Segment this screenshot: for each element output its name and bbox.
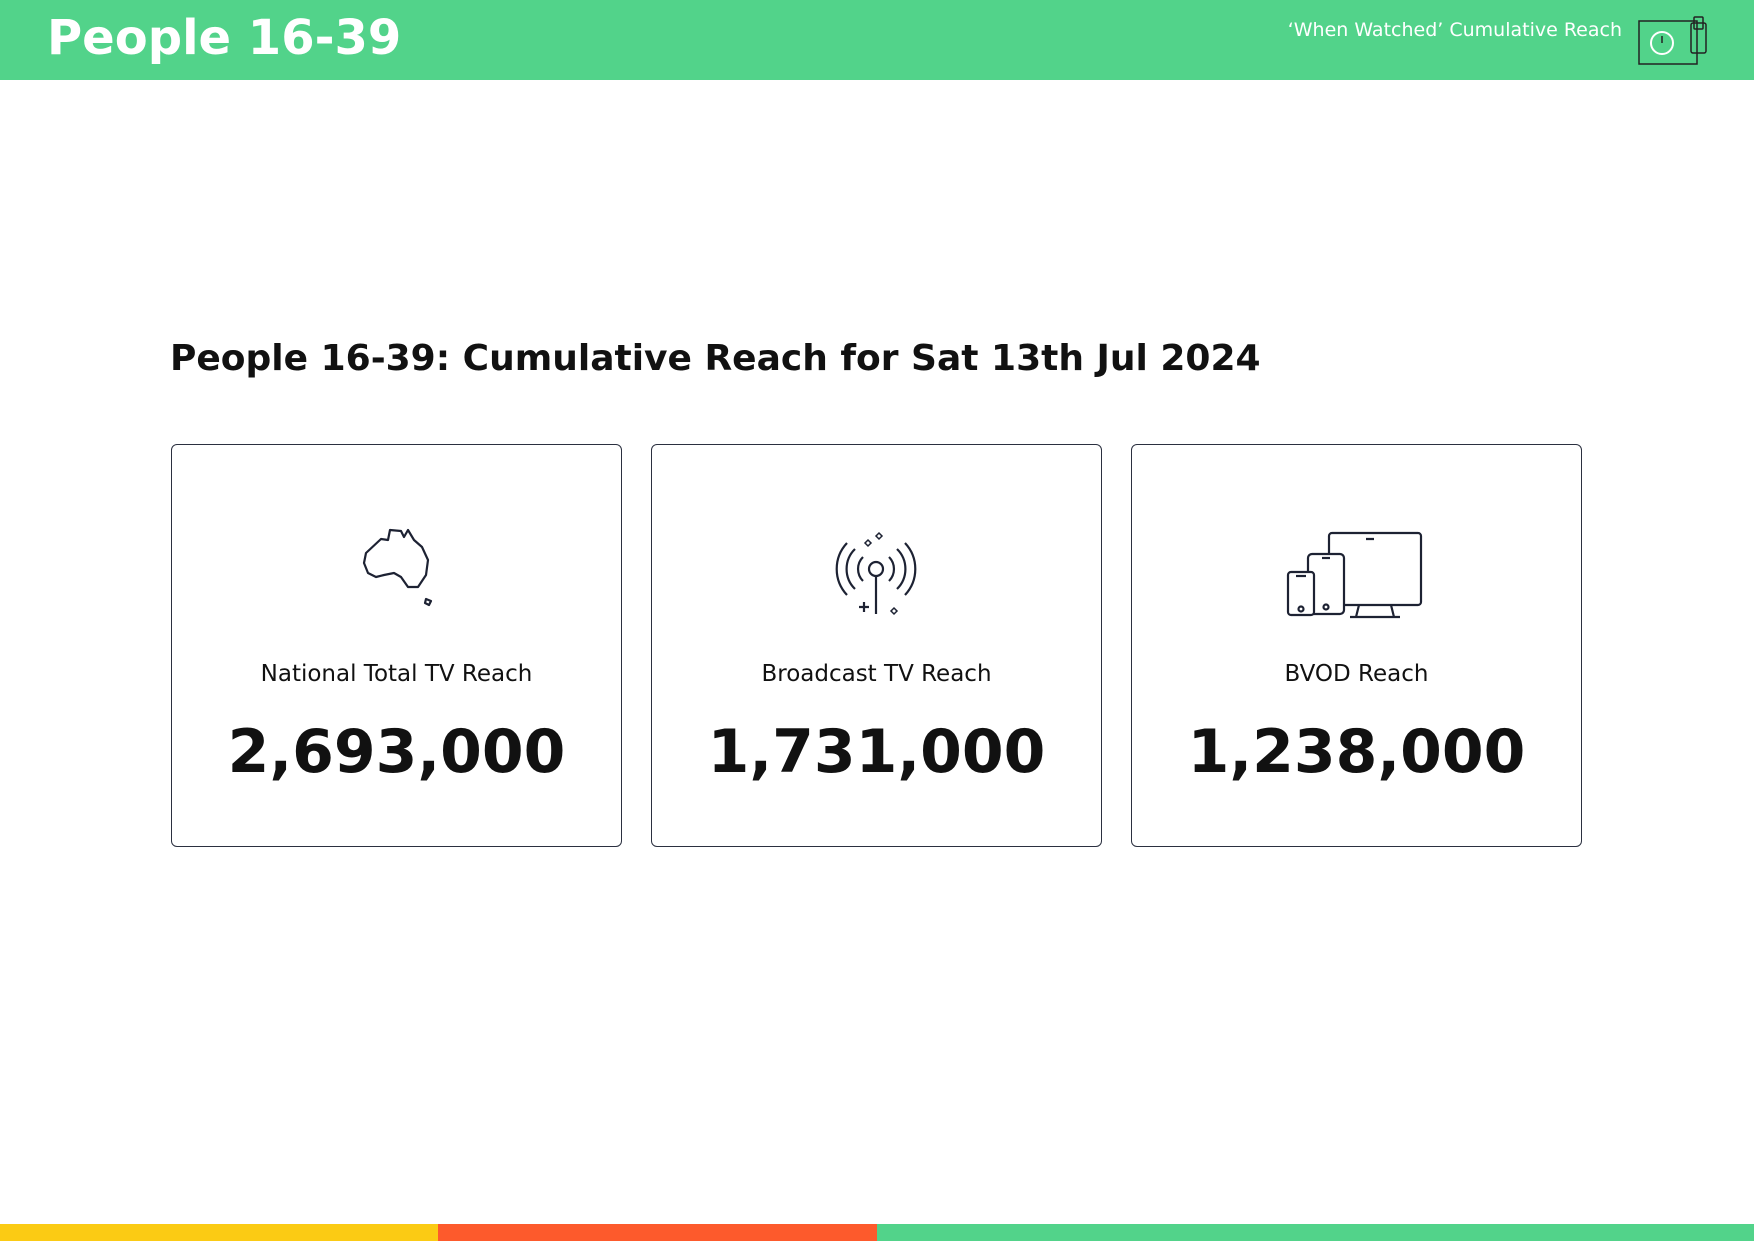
card-value: 2,693,000 xyxy=(227,717,566,787)
card: Broadcast TV Reach 1,731,000 xyxy=(651,444,1102,847)
card-value: 1,731,000 xyxy=(707,717,1046,787)
heading: People 16-39: Cumulative Reach for Sat 1… xyxy=(170,338,1261,379)
footer-bar xyxy=(0,1224,438,1241)
header-icon xyxy=(1638,16,1707,65)
card-label: National Total TV Reach xyxy=(260,661,533,687)
header-title: People 16-39 xyxy=(47,10,402,66)
card-label: Broadcast TV Reach xyxy=(761,661,992,687)
header: People 16-39 ‘When Watched’ Cumulative R… xyxy=(0,0,1754,80)
footer-bar xyxy=(438,1224,877,1241)
australia-icon xyxy=(362,528,433,607)
card: BVOD Reach 1,238,000 xyxy=(1131,444,1582,847)
card-value: 1,238,000 xyxy=(1187,717,1526,787)
header-subtitle: ‘When Watched’ Cumulative Reach xyxy=(1287,19,1622,41)
card-label: BVOD Reach xyxy=(1284,661,1429,687)
card: National Total TV Reach 2,693,000 xyxy=(171,444,622,847)
broadcast-icon xyxy=(835,531,917,616)
footer-bar xyxy=(877,1224,1754,1241)
devices-icon xyxy=(1286,531,1423,619)
